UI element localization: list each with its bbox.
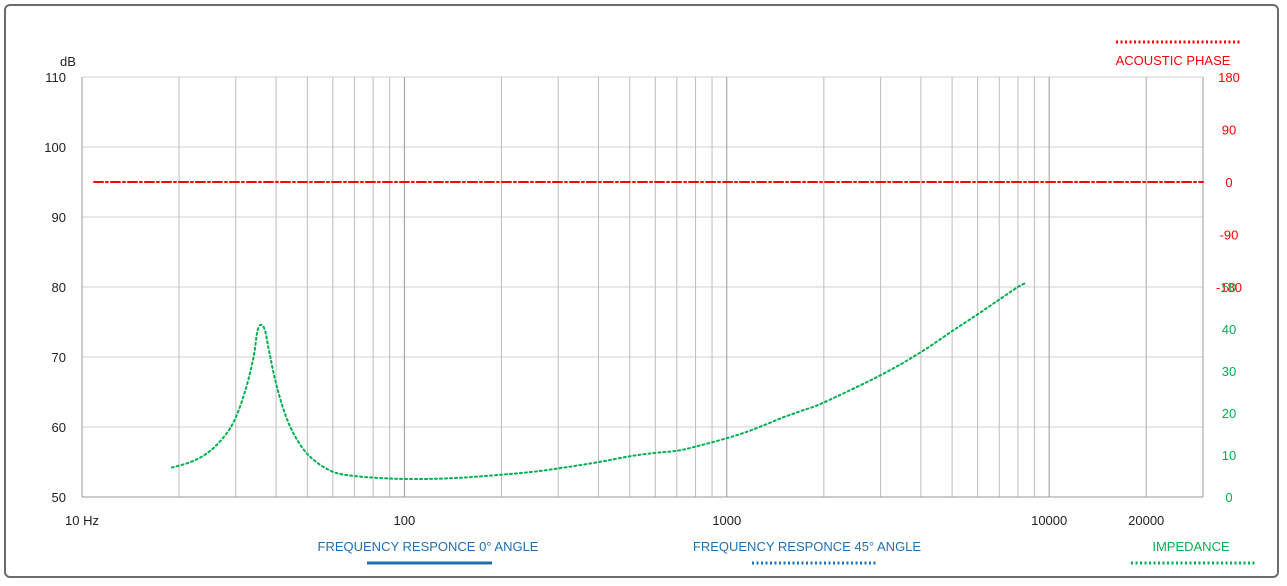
impedance-tick-label: 20 — [1222, 406, 1236, 421]
series-layer — [93, 180, 1204, 481]
phase-tick-label: -90 — [1220, 228, 1239, 243]
x-tick-label: 1000 — [712, 513, 741, 528]
x-tick-label: 10000 — [1031, 513, 1067, 528]
y-tick-label: 100 — [44, 140, 66, 155]
x-tick-label: 20000 — [1128, 513, 1164, 528]
phase-tick-label: 90 — [1222, 123, 1236, 138]
legend-frequency-responce-45-angle-label: FREQUENCY RESPONCE 45° ANGLE — [693, 539, 922, 554]
phase-tick-label: 180 — [1218, 70, 1240, 85]
phase-tick-label: -180 — [1216, 280, 1242, 295]
y-axis-title: dB — [60, 54, 76, 69]
legend-acoustic-phase-label: ACOUSTIC PHASE — [1116, 53, 1231, 68]
phase-tick-label: 0 — [1225, 175, 1232, 190]
x-tick-label: 100 — [394, 513, 416, 528]
grid-layer — [81, 76, 1203, 498]
y-tick-label: 60 — [52, 420, 66, 435]
y-tick-label: 70 — [52, 350, 66, 365]
x-tick-label: 10 Hz — [65, 513, 99, 528]
impedance-tick-label: 30 — [1222, 364, 1236, 379]
chart-frame — [4, 4, 1279, 578]
legend-frequency-responce-0-angle-label: FREQUENCY RESPONCE 0° ANGLE — [318, 539, 539, 554]
impedance-tick-label: 10 — [1222, 448, 1236, 463]
y-tick-label: 50 — [52, 490, 66, 505]
impedance-tick-label: 50 — [1222, 280, 1236, 295]
legend-layer: ACOUSTIC PHASE FREQUENCY RESPONCE 0° ANGL… — [318, 40, 1255, 565]
impedance-tick-label: 0 — [1225, 490, 1232, 505]
impedance-series-line — [170, 281, 1028, 481]
impedance-tick-label: 40 — [1222, 322, 1236, 337]
y-tick-label: 80 — [52, 280, 66, 295]
legend-impedance-label: IMPEDANCE — [1152, 539, 1230, 554]
y-tick-label: 110 — [45, 70, 66, 85]
y-tick-label: 90 — [52, 210, 66, 225]
